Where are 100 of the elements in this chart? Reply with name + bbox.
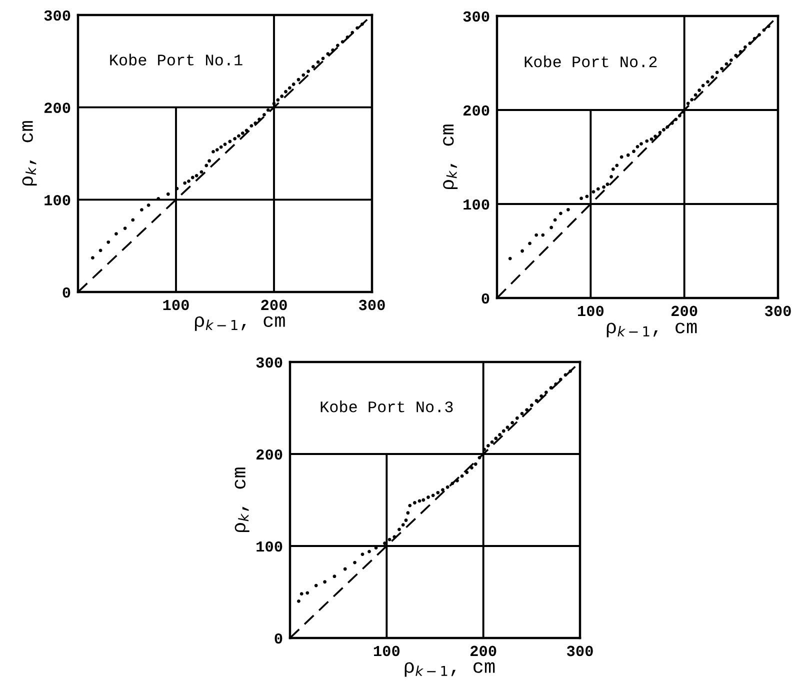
point [506,426,510,430]
point [640,142,643,146]
point [346,35,350,39]
point [215,148,219,152]
point [183,181,187,185]
y-tick-label: 300 [256,357,282,368]
point [140,208,144,212]
point [383,542,386,545]
y-tick-label: 200 [256,449,282,460]
point [450,482,454,486]
point [596,187,600,191]
point [550,226,554,230]
point [615,164,619,168]
point [262,113,266,116]
point [690,98,694,102]
point [674,118,678,122]
point [237,134,240,138]
point [404,518,408,522]
point [510,421,514,424]
point [729,58,733,62]
point [302,73,306,77]
point [368,550,371,554]
point [392,535,396,538]
point [694,93,698,97]
point [710,75,714,79]
point [228,140,232,144]
point [666,125,670,129]
text: Kobe Port No.2 [524,56,657,68]
y-tick-label: 0 [482,293,490,304]
point [626,153,630,157]
point [426,496,430,499]
point [321,56,325,60]
point [580,196,583,200]
y-tick-label: 0 [274,633,282,644]
point [190,176,194,180]
point [486,444,490,448]
x-axis-title: ρ$_{k−1}$, cm [195,316,285,331]
x-axis-title: ρ$_{k−1}$, cm [606,322,697,338]
point [266,108,270,112]
point [654,134,657,138]
point [706,80,710,84]
point [123,226,127,230]
point [498,432,502,436]
point [240,131,244,135]
x-tick-label: 100 [163,300,189,310]
point [701,84,705,88]
point [470,466,474,470]
point [297,600,300,603]
y-axis-title: ρ$_{k}$, cm [234,468,250,532]
point [568,370,572,373]
point [91,256,94,260]
x-tick-label: 300 [764,306,791,316]
point [326,52,330,56]
y-axis-title: ρ$_{k}$, cm [443,124,458,190]
point [254,121,258,125]
point [738,50,742,54]
point [331,48,334,52]
point [528,242,532,246]
point [431,494,435,498]
point [762,28,766,32]
point [340,40,344,44]
point [632,150,636,154]
point [436,490,440,494]
point [720,66,724,70]
point [314,584,318,588]
point [244,128,248,132]
point [610,175,613,178]
point [288,86,292,90]
point [478,456,482,460]
point [187,180,190,183]
point [272,102,276,106]
point [686,102,690,106]
point [292,82,296,86]
point [549,386,553,390]
point [146,204,150,207]
point [566,208,570,212]
point [474,462,478,466]
point [606,182,610,186]
point [748,42,752,45]
point [323,580,326,584]
point [611,168,615,171]
y-tick-label: 0 [62,287,70,298]
point [258,118,261,122]
point [276,98,280,102]
point [406,511,410,515]
point [530,404,534,407]
point [515,416,519,420]
point [284,90,288,94]
point [336,44,340,48]
point [306,591,310,595]
point [592,190,596,194]
point [554,382,558,386]
point [650,137,654,141]
point [558,212,562,216]
point [353,560,356,564]
point [194,174,198,178]
point [131,218,135,222]
x-axis-title: ρ$_{k−1}$, cm [404,662,495,677]
point [166,192,170,196]
y-tick-label: 300 [463,11,490,22]
